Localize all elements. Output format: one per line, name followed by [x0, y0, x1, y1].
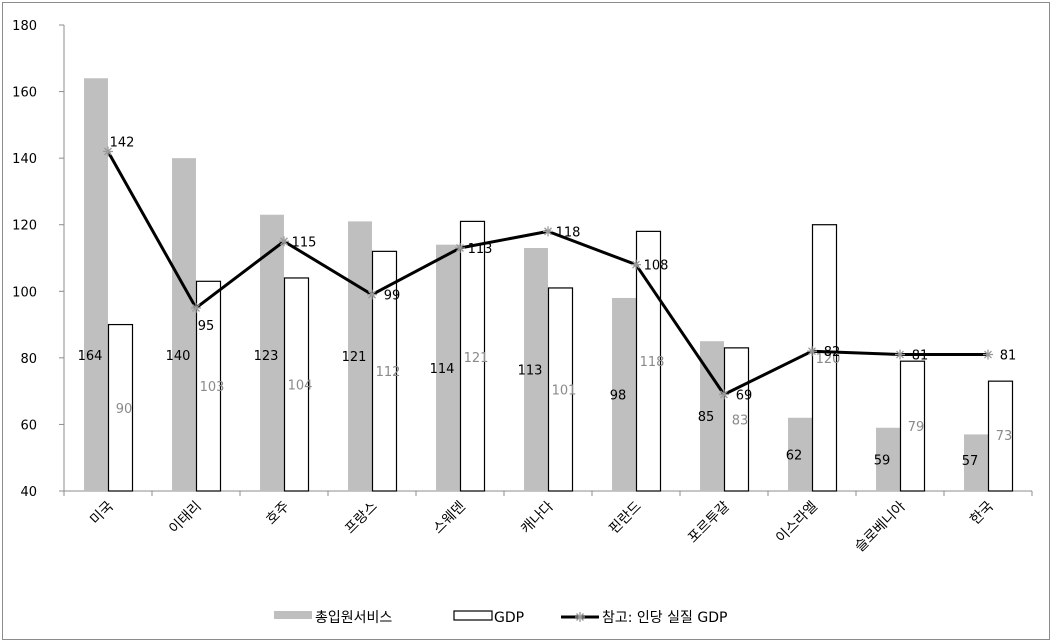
- data-label-gdp: 120: [816, 352, 841, 367]
- y-tick-label: 40: [20, 485, 37, 500]
- category-label: 핀란드: [606, 498, 645, 537]
- legend-label-gdp: GDP: [494, 610, 524, 626]
- data-label-gdp: 121: [464, 351, 489, 366]
- line-point-marker: [367, 289, 377, 300]
- data-label-real-gdp: 99: [384, 289, 401, 304]
- line-point-marker: [895, 349, 905, 360]
- data-label-real-gdp: 118: [556, 225, 581, 240]
- line-point-marker: [631, 259, 641, 270]
- bar-gdp: [811, 224, 838, 492]
- data-label-gdp: 112: [376, 365, 401, 380]
- bar-inpatient-services: [172, 158, 196, 491]
- bar-gdp: [635, 230, 662, 492]
- category-label: 스웨덴: [430, 499, 469, 538]
- category-label: 슬로베니아: [852, 498, 909, 555]
- data-label-inpatient-services: 59: [874, 453, 891, 468]
- data-label-gdp: 90: [116, 402, 133, 417]
- data-label-inpatient-services: 164: [78, 349, 103, 364]
- bar-gdp: [723, 347, 750, 492]
- data-label-real-gdp: 115: [292, 235, 317, 250]
- line-point-marker: [719, 389, 729, 400]
- category-label: 호주: [263, 498, 293, 528]
- bar-inpatient-services: [964, 434, 988, 491]
- legend-marker-asterisk: [575, 612, 585, 622]
- data-label-real-gdp: 95: [198, 319, 215, 334]
- category-label: 이태리: [166, 499, 205, 538]
- bar-gdp: [283, 277, 310, 492]
- category-label: 한국: [967, 498, 997, 528]
- data-label-real-gdp: 108: [644, 259, 669, 274]
- bar-inpatient-services: [788, 417, 812, 491]
- data-label-gdp: 103: [200, 380, 225, 395]
- data-label-inpatient-services: 62: [786, 448, 803, 463]
- data-label-real-gdp: 82: [824, 345, 841, 360]
- line-point-marker: [279, 236, 289, 247]
- legend-swatch-inpatient-services: [274, 611, 312, 619]
- legend-label-inpatient-services: 총입원서비스: [315, 610, 392, 626]
- data-label-real-gdp: 81: [1000, 349, 1017, 364]
- legend-swatch-gdp: [453, 610, 493, 621]
- data-label-gdp: 79: [908, 420, 925, 435]
- data-label-inpatient-services: 121: [342, 350, 367, 365]
- category-label: 이스라엘: [773, 499, 821, 547]
- y-tick-label: 60: [20, 418, 37, 433]
- bar-inpatient-services: [876, 427, 900, 491]
- bar-inpatient-services: [612, 297, 636, 491]
- bar-inpatient-services: [260, 214, 284, 491]
- category-label: 캐나다: [518, 498, 557, 537]
- y-tick-label: 160: [12, 86, 37, 101]
- y-tick-label: 180: [12, 19, 37, 34]
- line-point-marker: [543, 226, 553, 237]
- bar-gdp: [547, 287, 574, 492]
- data-label-gdp: 118: [640, 355, 665, 370]
- data-label-gdp: 104: [288, 378, 313, 393]
- data-label-gdp: 83: [732, 413, 749, 428]
- category-label: 미국: [87, 498, 117, 528]
- data-label-inpatient-services: 98: [610, 388, 627, 403]
- line-point-marker: [455, 243, 465, 254]
- data-label-inpatient-services: 114: [430, 362, 455, 377]
- y-tick-label: 140: [12, 152, 37, 167]
- bar-inpatient-services: [436, 244, 460, 491]
- data-label-inpatient-services: 57: [962, 454, 979, 469]
- data-label-real-gdp: 142: [110, 135, 135, 150]
- data-label-gdp: 101: [552, 383, 577, 398]
- data-label-gdp: 73: [996, 429, 1013, 444]
- bar-gdp: [459, 220, 486, 492]
- data-label-inpatient-services: 123: [254, 349, 279, 364]
- bar-inpatient-services: [84, 78, 108, 491]
- category-label: 포르투갈: [685, 498, 733, 546]
- bar-inpatient-services: [524, 248, 548, 491]
- y-tick-label: 80: [20, 352, 37, 367]
- data-label-real-gdp: 69: [736, 388, 753, 403]
- y-tick-label: 120: [12, 219, 37, 234]
- bar-gdp: [195, 280, 222, 492]
- category-label: 프랑스: [342, 498, 381, 537]
- data-label-inpatient-services: 113: [518, 364, 543, 379]
- bar-gdp: [107, 323, 134, 492]
- bar-inpatient-services: [348, 221, 372, 491]
- line-point-marker: [103, 146, 113, 157]
- bar-gdp: [899, 360, 926, 492]
- data-label-inpatient-services: 140: [166, 349, 191, 364]
- data-label-real-gdp: 113: [468, 242, 493, 257]
- line-point-marker: [807, 346, 817, 357]
- line-point-marker: [983, 349, 993, 360]
- data-label-real-gdp: 81: [912, 349, 929, 364]
- legend-label-real-gdp: 참고: 인당 실질 GDP: [602, 610, 727, 626]
- bar-gdp: [987, 380, 1014, 492]
- y-tick-label: 100: [12, 285, 37, 300]
- line-point-marker: [191, 302, 201, 313]
- data-label-inpatient-services: 85: [698, 410, 715, 425]
